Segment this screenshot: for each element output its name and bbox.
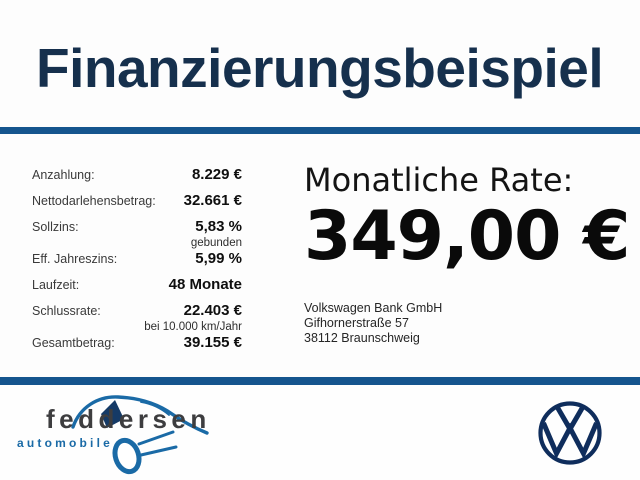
row-label: Sollzins: xyxy=(32,220,79,234)
row-label: Nettodarlehensbetrag: xyxy=(32,194,156,208)
row-note: gebunden xyxy=(190,237,242,249)
table-row: Eff. Jahreszins: 5,99 % xyxy=(32,250,242,268)
table-row: Nettodarlehensbetrag: 32.661 € xyxy=(32,192,242,210)
row-value: 5,99 % xyxy=(195,250,242,267)
table-row: Sollzins: 5,83 % xyxy=(32,218,242,236)
bank-address-line: Gifhornerstraße 57 xyxy=(304,316,409,330)
volkswagen-logo-icon xyxy=(538,401,602,465)
bank-address: Volkswagen Bank GmbH Gifhornerstraße 57 … xyxy=(304,301,640,346)
row-label: Schlussrate: xyxy=(32,304,101,318)
row-value: 48 Monate xyxy=(168,276,242,293)
monthly-rate-amount: 349,00 € xyxy=(304,197,630,276)
row-value: 5,83 % xyxy=(195,218,242,235)
page-title: Finanzierungsbeispiel xyxy=(36,37,604,99)
row-value: 8.229 € xyxy=(191,166,242,183)
feddersen-car-icon xyxy=(71,395,209,475)
table-row: Gesamtbetrag: 39.155 € xyxy=(32,334,242,352)
table-row: Schlussrate: 22.403 € xyxy=(32,302,242,320)
monthly-rate-heading: Monatliche Rate: xyxy=(304,161,574,199)
bottom-divider xyxy=(0,377,640,385)
row-value: 39.155 € xyxy=(183,334,242,351)
top-divider xyxy=(0,127,640,134)
footer: feddersen automobile xyxy=(0,385,640,480)
bank-address-line: 38112 Braunschweig xyxy=(304,331,420,345)
row-value: 32.661 € xyxy=(183,192,242,209)
finance-table: Anzahlung: 8.229 € Nettodarlehensbetrag:… xyxy=(32,166,242,352)
monthly-rate-panel: Monatliche Rate: 349,00 € Volkswagen Ban… xyxy=(304,163,640,346)
row-note: bei 10.000 km/Jahr xyxy=(144,321,242,333)
row-value: 22.403 € xyxy=(183,302,242,319)
dealer-name: feddersen xyxy=(46,404,211,434)
table-row: Anzahlung: 8.229 € xyxy=(32,166,242,184)
table-row: Laufzeit: 48 Monate xyxy=(32,276,242,294)
row-label: Eff. Jahreszins: xyxy=(32,252,118,266)
row-label: Laufzeit: xyxy=(32,278,80,292)
bank-address-line: Volkswagen Bank GmbH xyxy=(304,301,443,315)
row-label: Anzahlung: xyxy=(32,168,95,182)
dealer-subtitle: automobile xyxy=(17,436,114,450)
row-label: Gesamtbetrag: xyxy=(32,336,115,350)
